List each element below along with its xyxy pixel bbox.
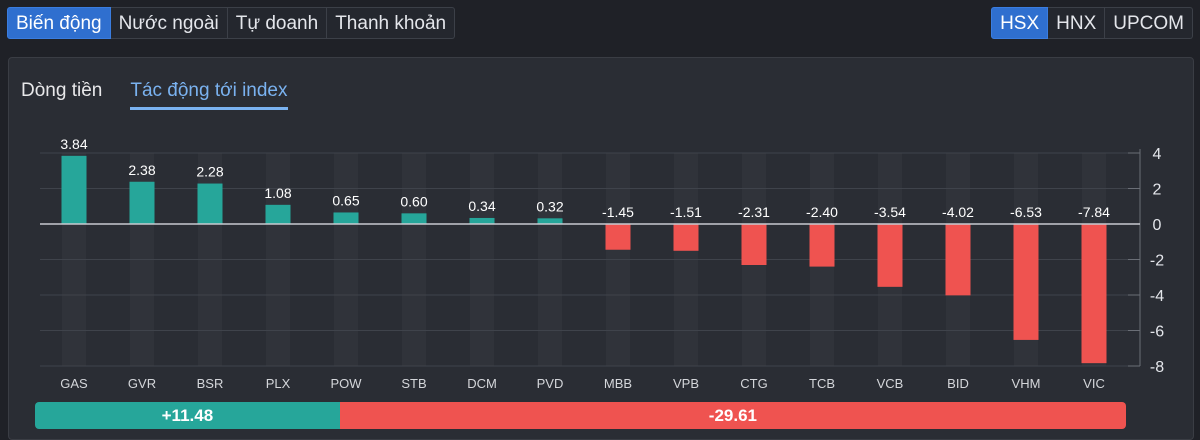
bar-value-label: -6.53 (1010, 204, 1042, 220)
bar (401, 213, 427, 224)
x-tick-label: STB (401, 376, 426, 391)
x-tick-label: VHM (1012, 376, 1041, 391)
x-tick-label: VCB (877, 376, 904, 391)
tab-nuoc-ngoai[interactable]: Nước ngoài (110, 7, 228, 39)
bar-value-label: -1.51 (670, 204, 702, 220)
bar-value-label: -2.40 (806, 204, 838, 220)
bar (945, 224, 971, 296)
exchange-tabs: HSX HNX UPCOM (991, 7, 1193, 39)
bar-value-label: -1.45 (602, 204, 634, 220)
x-tick-label: BSR (197, 376, 224, 391)
bar-value-label: -7.84 (1078, 204, 1110, 220)
bar-value-label: -3.54 (874, 204, 906, 220)
exchange-upcom[interactable]: UPCOM (1105, 7, 1193, 39)
y-tick-label: 2 (1153, 182, 1162, 199)
exchange-hsx[interactable]: HSX (991, 7, 1049, 39)
bar (537, 218, 563, 224)
x-tick-label: BID (947, 376, 969, 391)
subtab-tac-dong[interactable]: Tác động tới index (130, 80, 288, 110)
tab-bien-dong[interactable]: Biến động (7, 7, 111, 39)
bar-value-label: -2.31 (738, 204, 770, 220)
summary-bar: +11.48 -29.61 (35, 402, 1126, 429)
exchange-hnx[interactable]: HNX (1048, 7, 1106, 39)
bar (1013, 224, 1039, 340)
tab-thanh-khoan[interactable]: Thanh khoản (327, 7, 456, 39)
x-tick-label: MBB (604, 376, 632, 391)
bar (673, 224, 699, 251)
bar (877, 224, 903, 287)
y-tick-label: -6 (1150, 324, 1164, 341)
bar-value-label: 0.32 (536, 198, 563, 214)
bar-value-label: 3.84 (60, 136, 87, 152)
bar (809, 224, 835, 267)
x-tick-label: DCM (467, 376, 497, 391)
bar-value-label: 0.34 (468, 198, 495, 214)
x-tick-label: PVD (537, 376, 564, 391)
bar (61, 155, 87, 224)
subtab-dong-tien[interactable]: Dòng tiền (21, 80, 103, 101)
subtabs: Dòng tiền Tác động tới index (21, 80, 288, 110)
summary-positive: +11.48 (35, 402, 340, 429)
bar (197, 183, 223, 224)
bar-value-label: -4.02 (942, 204, 974, 220)
tab-tu-doanh[interactable]: Tự doanh (227, 7, 328, 39)
index-impact-chart: 4 2 0 -2 -4 -6 -8 3.84 GAS 2.38 GVR 2.28 BSR 1.08 PLX 0… (40, 136, 1164, 391)
x-tick-label: GAS (60, 376, 88, 391)
y-tick-label: -4 (1150, 288, 1164, 305)
bar (265, 204, 291, 224)
x-tick-label: VPB (673, 376, 699, 391)
y-tick-label: 4 (1153, 146, 1162, 163)
x-tick-label: GVR (128, 376, 156, 391)
bar (469, 217, 495, 224)
bar-value-label: 0.60 (400, 193, 427, 209)
y-tick-label: -8 (1150, 359, 1164, 376)
bar (605, 224, 631, 250)
bar (1081, 224, 1107, 364)
bar-value-label: 2.38 (128, 162, 155, 178)
x-tick-label: POW (330, 376, 362, 391)
x-tick-label: PLX (266, 376, 291, 391)
x-tick-label: TCB (809, 376, 835, 391)
bar (333, 212, 359, 224)
bar (741, 224, 767, 266)
y-tick-label: 0 (1153, 217, 1162, 234)
x-tick-label: CTG (740, 376, 767, 391)
bar-value-label: 0.65 (332, 192, 359, 208)
summary-negative: -29.61 (339, 402, 1126, 429)
bar-value-label: 1.08 (264, 185, 291, 201)
bar-value-label: 2.28 (196, 164, 223, 180)
view-tabs: Biến động Nước ngoài Tự doanh Thanh khoả… (7, 7, 456, 39)
bar (129, 181, 155, 224)
x-tick-label: VIC (1083, 376, 1105, 391)
y-tick-label: -2 (1150, 253, 1164, 270)
